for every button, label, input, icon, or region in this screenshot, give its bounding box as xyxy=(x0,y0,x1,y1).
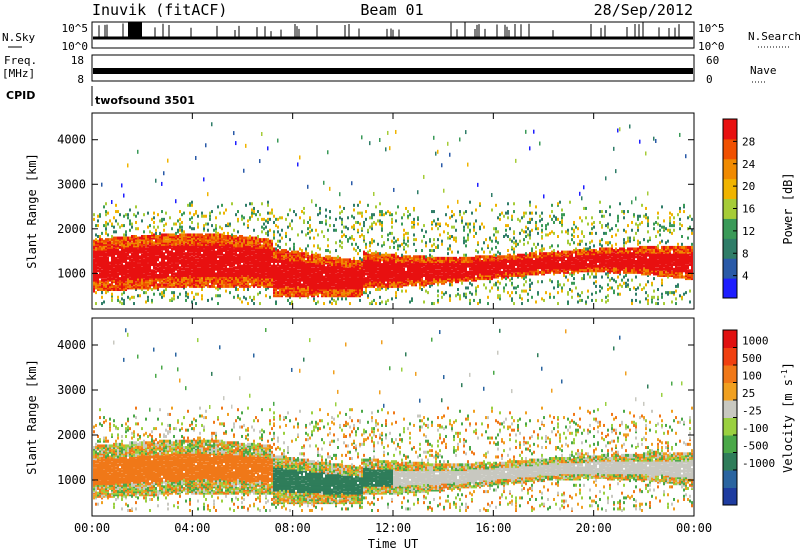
power-scatter xyxy=(93,122,693,306)
x-tick-label: 00:00 xyxy=(74,521,110,535)
colorbar-swatch xyxy=(723,400,737,418)
nave-label: Nave xyxy=(750,64,777,77)
colorbar-swatch xyxy=(723,487,737,506)
nsky-right-bottom-tick: 10^0 xyxy=(698,40,725,53)
beam-title: Beam 01 xyxy=(360,1,423,19)
freq-panel xyxy=(91,54,695,82)
colorbar-tick-label: -100 xyxy=(742,422,769,435)
colorbar-swatch xyxy=(723,435,737,453)
colorbar-tick-label: -25 xyxy=(742,405,762,418)
freq-label-line2: [MHz] xyxy=(2,67,35,80)
velocity-colorbar: 1000 500 100 25 -25 -100 -500 -1000 Velocity [m … xyxy=(722,329,795,506)
freq-right-bottom-tick: 0 xyxy=(706,73,713,86)
colorbar-swatch xyxy=(723,158,737,180)
colorbar-tick-label: -1000 xyxy=(742,457,775,470)
station-title: Inuvik (fitACF) xyxy=(92,1,227,19)
colorbar-tick-label: 25 xyxy=(742,387,755,400)
velocity-panel: 4000 3000 2000 1000 Slant Range [km] 00:00 04:… xyxy=(25,317,712,551)
nsky-panel xyxy=(91,21,695,49)
y-tick-label: 1000 xyxy=(57,266,86,280)
cpid-label: CPID xyxy=(6,89,35,102)
x-tick-label: 08:00 xyxy=(275,521,311,535)
colorbar-swatch xyxy=(723,138,737,160)
colorbar-swatch xyxy=(723,347,737,366)
velocity-scatter xyxy=(93,328,693,512)
nsky-right-top-tick: 10^5 xyxy=(698,22,725,35)
colorbar-swatch xyxy=(723,238,737,259)
colorbar-tick-label: 28 xyxy=(742,135,755,148)
colorbar-swatch xyxy=(723,382,737,401)
freq-top-tick: 18 xyxy=(71,54,84,67)
x-tick-label: 20:00 xyxy=(576,521,612,535)
colorbar-tick-label: 24 xyxy=(742,158,756,171)
colorbar-swatch xyxy=(723,470,737,488)
colorbar-swatch xyxy=(723,258,737,279)
freq-bottom-tick: 8 xyxy=(77,73,84,86)
y-axis-label: Slant Range [km] xyxy=(25,153,39,269)
date-title: 28/Sep/2012 xyxy=(594,1,693,19)
colorbar-swatch xyxy=(723,198,737,219)
colorbar-tick-label: 500 xyxy=(742,352,762,365)
x-tick-label: 00:00 xyxy=(676,521,712,535)
colorbar-tick-label: 8 xyxy=(742,247,749,260)
power-colorbar: 28 24 20 16 12 8 4 Power [dB] xyxy=(722,118,795,299)
colorbar-tick-label: 20 xyxy=(742,180,755,193)
y-tick-label: 2000 xyxy=(57,222,86,236)
nsky-trace xyxy=(93,22,693,40)
y-tick-label: 4000 xyxy=(57,338,86,352)
y-tick-label: 4000 xyxy=(57,133,86,147)
velocity-colorbar-label: Velocity [m s-1] xyxy=(780,362,795,473)
colorbar-swatch xyxy=(723,330,737,348)
colorbar-tick-label: 12 xyxy=(742,225,755,238)
colorbar-swatch xyxy=(723,452,737,471)
colorbar-tick-label: 16 xyxy=(742,203,755,216)
power-panel: 4000 3000 2000 1000 Slant Range [km] xyxy=(25,112,695,310)
y-tick-label: 3000 xyxy=(57,177,86,191)
freq-trace xyxy=(93,68,693,74)
nsky-label: N.Sky xyxy=(2,31,35,44)
nsky-top-tick: 10^5 xyxy=(62,22,89,35)
colorbar-swatch xyxy=(723,119,737,140)
colorbar-swatch xyxy=(723,365,737,383)
x-tick-label: 16:00 xyxy=(475,521,511,535)
nsky-bottom-tick: 10^0 xyxy=(62,40,89,53)
nsearch-label: N.Search xyxy=(748,30,800,43)
y-axis-label: Slant Range [km] xyxy=(25,359,39,475)
colorbar-tick-label: 4 xyxy=(742,270,749,283)
colorbar-swatch xyxy=(723,417,737,436)
power-colorbar-label: Power [dB] xyxy=(781,172,795,244)
colorbar-tick-label: 100 xyxy=(742,370,762,383)
x-tick-label: 12:00 xyxy=(375,521,411,535)
cpid-value: twofsound 3501 xyxy=(95,94,195,107)
y-tick-label: 3000 xyxy=(57,383,86,397)
colorbar-swatch xyxy=(723,178,737,200)
colorbar-tick-label: 1000 xyxy=(742,335,769,348)
y-tick-label: 2000 xyxy=(57,428,86,442)
colorbar-tick-label: -500 xyxy=(742,440,769,453)
x-tick-label: 04:00 xyxy=(174,521,210,535)
freq-right-top-tick: 60 xyxy=(706,54,719,67)
y-tick-label: 1000 xyxy=(57,473,86,487)
x-axis-label: Time UT xyxy=(368,537,419,551)
colorbar-swatch xyxy=(723,278,737,299)
freq-label-line1: Freq. xyxy=(4,54,37,67)
colorbar-swatch xyxy=(723,218,737,239)
